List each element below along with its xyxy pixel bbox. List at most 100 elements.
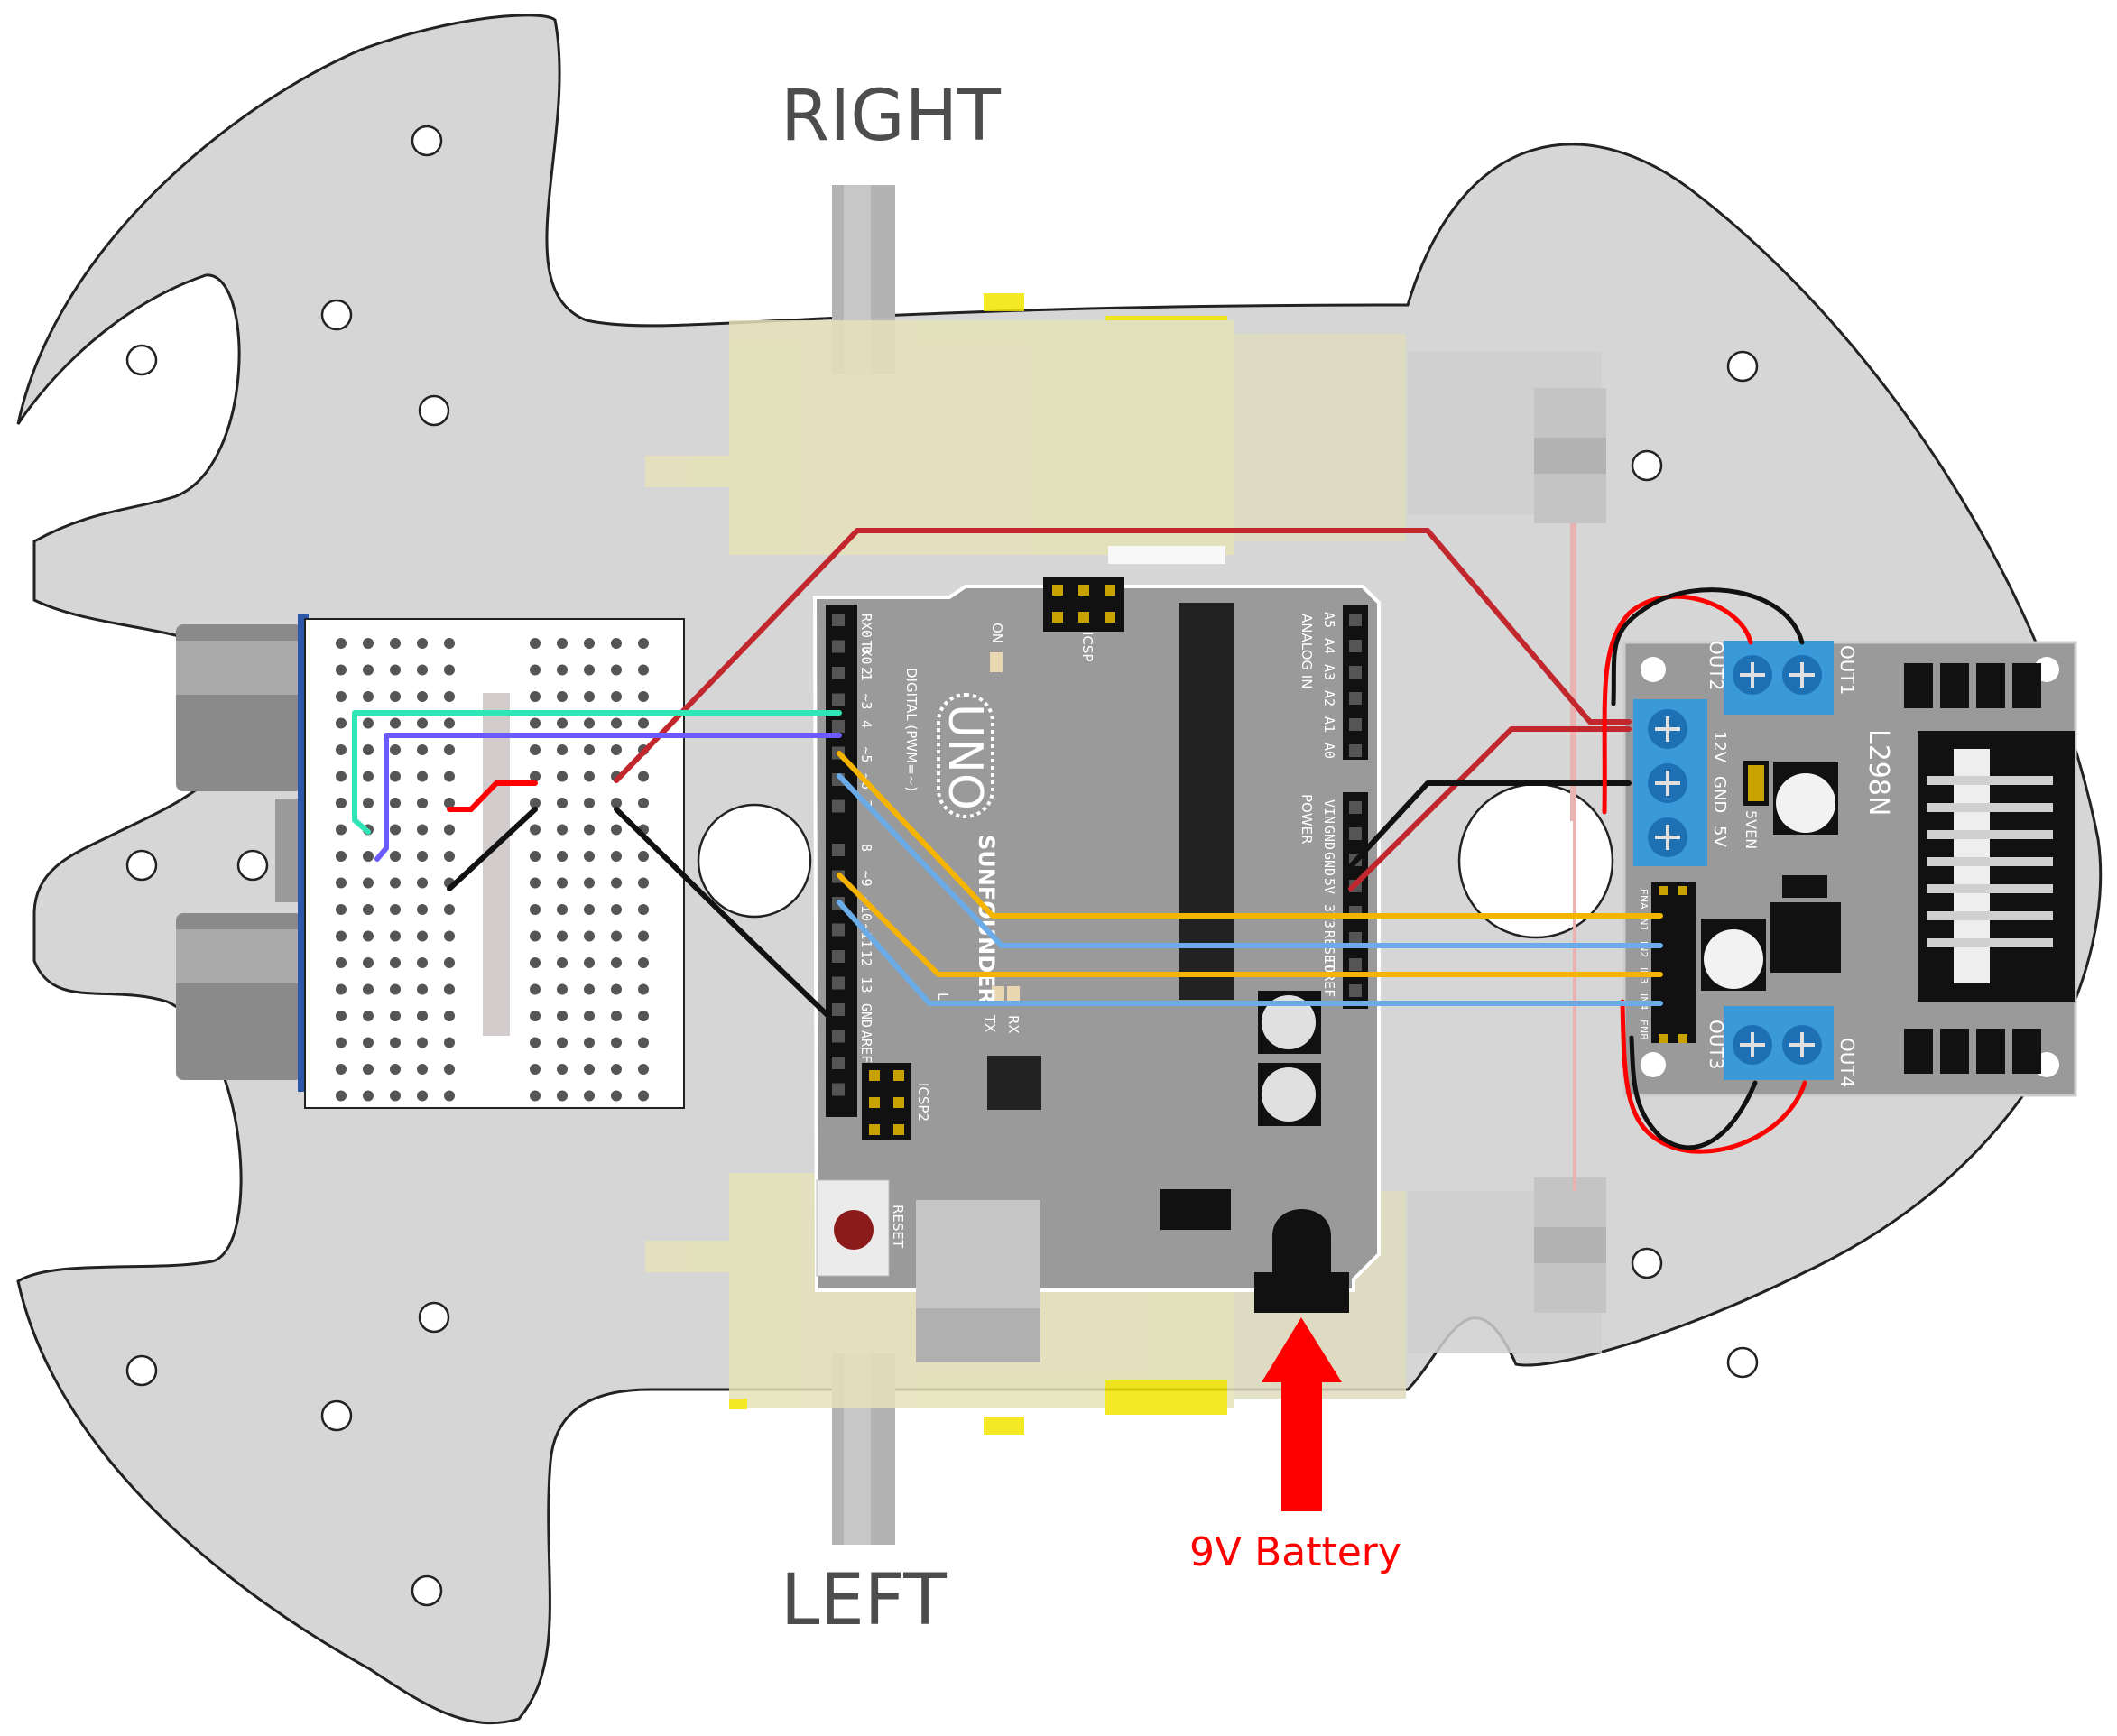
breadboard-hole — [530, 1064, 541, 1075]
wire-purple-echo — [374, 733, 842, 862]
breadboard — [304, 618, 685, 1109]
breadboard-hole — [444, 717, 455, 729]
breadboard-hole — [444, 638, 455, 649]
breadboard-hole — [530, 957, 541, 968]
breadboard-hole — [557, 877, 568, 889]
breadboard-hole — [390, 1064, 401, 1075]
breadboard-hole — [363, 1037, 374, 1048]
breadboard-hole — [530, 1037, 541, 1048]
uno-analog-pin-label: A3 — [1321, 664, 1337, 680]
breadboard-hole — [584, 851, 595, 862]
uno-digital-pin-label: 8 — [858, 844, 874, 852]
uno-digital-pin-label: 13 — [858, 977, 874, 993]
breadboard-hole — [638, 1011, 649, 1021]
uno-power-pin-label: 5V — [1321, 878, 1337, 894]
breadboard-hole — [584, 930, 595, 942]
breadboard-hole — [557, 664, 568, 676]
breadboard-hole — [638, 798, 649, 808]
uno-icsp-label: ICSP — [1079, 632, 1095, 661]
breadboard-hole — [557, 638, 568, 649]
breadboard-hole — [363, 691, 374, 702]
breadboard-hole — [417, 904, 428, 915]
uno-analog-header: ANALOG IN — [1299, 614, 1315, 688]
breadboard-hole — [557, 744, 568, 755]
driver-gnd-label: GND — [1710, 776, 1729, 813]
uno-header-hole — [832, 950, 845, 963]
breadboard-hole — [557, 1037, 568, 1048]
breadboard-hole — [444, 930, 455, 942]
uno-power-pin-label: VIN — [1321, 799, 1337, 824]
wire-teal-trig — [352, 710, 842, 835]
breadboard-hole — [584, 717, 595, 729]
breadboard-hole — [336, 638, 347, 649]
breadboard-hole — [444, 691, 455, 702]
uno-digital-pin-label: 4 — [858, 720, 874, 728]
breadboard-hole — [363, 904, 374, 915]
breadboard-hole — [417, 1090, 428, 1102]
breadboard-hole — [557, 930, 568, 942]
uno-header-hole — [1349, 801, 1362, 814]
breadboard-hole — [584, 904, 595, 915]
uno-header-hole — [1349, 984, 1362, 997]
breadboard-hole — [363, 851, 374, 862]
battery-label: 9V Battery — [1189, 1529, 1401, 1575]
breadboard-hole — [638, 1037, 649, 1048]
breadboard-hole — [638, 851, 649, 862]
breadboard-hole — [390, 691, 401, 702]
breadboard-hole — [390, 983, 401, 995]
uno-rx-label: RX — [1005, 1015, 1022, 1034]
driver-out3-label: OUT3 — [1706, 1020, 1727, 1069]
breadboard-hole — [363, 1064, 374, 1075]
uno-header-hole — [1349, 827, 1362, 840]
breadboard-hole — [584, 877, 595, 889]
wire-red-motor2 — [1620, 999, 1807, 1154]
uno-digital-pin-label: ~9 — [858, 871, 874, 887]
uno-power-pin-label: RESET — [1321, 930, 1337, 971]
breadboard-hole — [530, 691, 541, 702]
breadboard-hole — [611, 691, 622, 702]
uno-analog-pin-label: A1 — [1321, 716, 1337, 733]
breadboard-hole — [336, 957, 347, 968]
uno-analog-pin-label: A0 — [1321, 743, 1337, 759]
breadboard-hole — [638, 691, 649, 702]
breadboard-hole — [417, 957, 428, 968]
breadboard-hole — [336, 877, 347, 889]
breadboard-hole — [417, 664, 428, 676]
uno-analog-pin-label: A4 — [1321, 638, 1337, 654]
breadboard-hole — [611, 904, 622, 915]
uno-header-hole — [1349, 692, 1362, 705]
uno-digital-pin-label: 12 — [858, 950, 874, 966]
uno-header-hole — [832, 799, 845, 813]
driver-pin-label: ENB — [1638, 1020, 1650, 1040]
uno-header-hole — [832, 1083, 845, 1096]
breadboard-hole — [363, 744, 374, 755]
breadboard-hole — [611, 851, 622, 862]
breadboard-hole — [417, 744, 428, 755]
driver-chip-label: L298N — [1863, 729, 1894, 816]
uno-power-pin-label: GND — [1321, 826, 1337, 850]
breadboard-hole — [557, 798, 568, 808]
wire-red-bb — [447, 780, 538, 812]
breadboard-hole — [611, 664, 622, 676]
uno-power-pin-label: GND — [1321, 852, 1337, 876]
driver-out4-label: OUT4 — [1836, 1038, 1858, 1087]
breadboard-hole — [638, 904, 649, 915]
breadboard-hole — [336, 798, 347, 808]
breadboard-hole — [611, 1011, 622, 1021]
breadboard-hole — [336, 1011, 347, 1021]
breadboard-hole — [336, 930, 347, 942]
breadboard-hole — [611, 798, 622, 808]
breadboard-hole — [363, 957, 374, 968]
breadboard-hole — [638, 983, 649, 995]
breadboard-hole — [417, 691, 428, 702]
wire-black-gnd-uno — [614, 807, 833, 1020]
breadboard-hole — [390, 824, 401, 836]
uno-header-hole — [1349, 932, 1362, 945]
uno-digital-pin-label: GND — [858, 1003, 874, 1028]
ultrasonic-sensor — [176, 614, 341, 1092]
breadboard-hole — [363, 1011, 374, 1021]
breadboard-hole — [417, 930, 428, 942]
breadboard-hole — [363, 983, 374, 995]
wire-red-motor1 — [1602, 594, 1753, 815]
